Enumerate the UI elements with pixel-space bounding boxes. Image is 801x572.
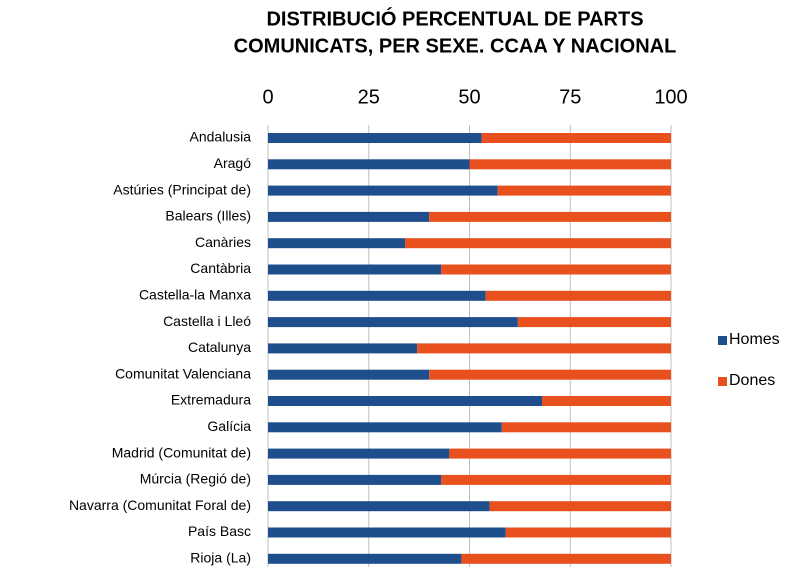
legend-swatch [718,377,727,386]
bar [268,553,462,564]
y-tick-label: Andalusia [190,129,252,145]
bar [268,264,442,275]
bar [268,396,543,406]
bar [449,448,671,459]
bar [268,343,418,354]
bar [268,159,470,170]
y-tick-label: Extremadura [171,392,251,408]
bar [505,527,671,538]
x-tick-label: 50 [458,86,480,108]
bar [441,474,671,485]
y-tick-label: Comunitat Valenciana [115,365,251,381]
y-tick-label: País Basc [188,523,251,539]
bar [268,290,486,301]
y-tick-label: Navarra (Comunitat Foral de) [69,497,251,513]
bar [485,290,671,301]
y-tick-label: Cantàbria [190,260,251,276]
bar [429,369,671,380]
bar [461,553,671,564]
bar [268,474,442,485]
y-tick-label: Castella i Lleó [163,313,251,329]
legend-label: Homes [729,331,780,348]
bar [501,422,671,433]
y-tick-label: Rioja (La) [190,550,251,566]
y-tick-label: Catalunya [188,339,251,355]
x-tick-label: 0 [262,86,273,108]
y-tick-label: Balears (Illes) [165,208,251,224]
bar [268,211,430,222]
y-tick-label: Aragó [214,155,252,171]
bar [268,317,518,328]
bar [268,501,490,512]
y-tick-label: Canàries [195,234,251,250]
y-tick-label: Astúries (Principat de) [113,181,251,197]
y-tick-label: Múrcia (Regió de) [140,471,251,487]
bar [268,185,498,196]
bar [268,527,506,538]
y-tick-label: Castella-la Manxa [139,287,251,303]
x-tick-label: 25 [358,86,380,108]
bar [469,159,671,170]
bar [417,343,671,354]
chart-title: DISTRIBUCIÓ PERCENTUAL DE PARTS [266,6,643,30]
bar [441,264,671,275]
bar [268,448,450,459]
bar [268,133,482,143]
bar [405,238,671,249]
bar [489,501,671,512]
bar [268,422,502,433]
bar [542,396,671,406]
y-tick-label: Galícia [207,418,251,434]
y-tick-label: Madrid (Comunitat de) [112,444,251,460]
chart-title: COMUNICATS, PER SEXE. CCAA Y NACIONAL [234,35,677,57]
bar [497,185,671,196]
x-tick-label: 100 [654,86,687,108]
bar [429,211,671,222]
legend-label: Dones [729,372,775,389]
legend-swatch [718,336,727,345]
bar [268,369,430,380]
bar [268,238,406,249]
x-tick-label: 75 [559,86,581,108]
bar [517,317,671,328]
bar [481,133,671,143]
